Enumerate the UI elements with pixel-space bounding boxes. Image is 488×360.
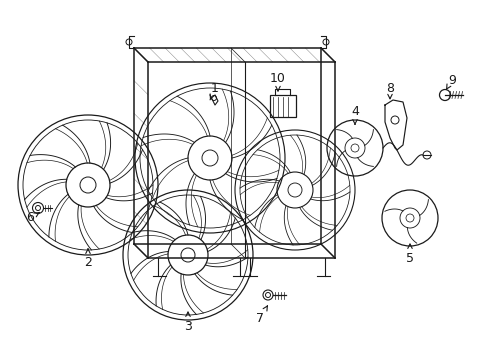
Text: 6: 6 (26, 211, 39, 225)
Text: 4: 4 (350, 105, 358, 124)
Bar (269, 95, 295, 117)
Text: 10: 10 (269, 72, 285, 91)
Text: 1: 1 (210, 81, 219, 100)
Text: 2: 2 (84, 249, 92, 269)
Text: 9: 9 (446, 73, 455, 89)
Text: 5: 5 (405, 244, 413, 265)
Text: 8: 8 (385, 81, 393, 99)
Text: 3: 3 (183, 312, 192, 333)
Text: 7: 7 (256, 306, 267, 324)
